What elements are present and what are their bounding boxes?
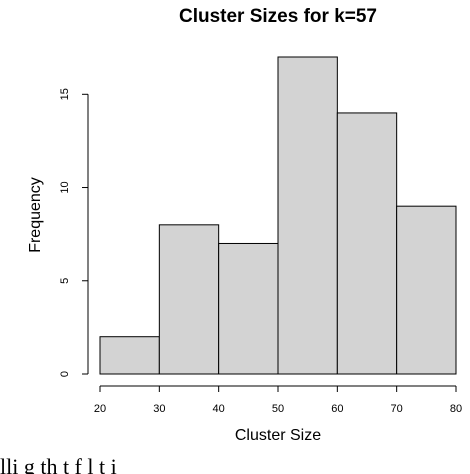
bar-40-50	[218, 242, 279, 375]
y-tick-label: 10	[59, 181, 71, 193]
bar-60-70	[336, 112, 398, 375]
y-axis-label: Frequency	[27, 177, 44, 253]
x-axis: 20 30 40 50 60 70 80	[94, 385, 462, 415]
y-axis: 0 5 10 15	[59, 88, 89, 377]
x-tick-label: 80	[450, 403, 462, 415]
x-tick-label: 20	[94, 403, 106, 415]
bar-70-80	[396, 205, 457, 375]
y-tick-label: 5	[59, 278, 71, 284]
x-tick-label: 30	[153, 403, 165, 415]
caption-text: lli g th t f l t i	[0, 454, 117, 474]
x-tick-label: 60	[331, 403, 343, 415]
x-tick-label: 50	[272, 403, 284, 415]
x-tick-label: 40	[213, 403, 225, 415]
bar-30-40	[158, 224, 220, 375]
bar-20-30	[99, 336, 160, 375]
bars-group	[99, 56, 457, 375]
bar-50-60	[277, 56, 338, 375]
chart-title: Cluster Sizes for k=57	[179, 6, 377, 27]
x-axis-label: Cluster Size	[235, 427, 321, 444]
x-tick-label: 70	[391, 403, 403, 415]
y-tick-label: 15	[59, 88, 71, 100]
y-tick-label: 0	[59, 371, 71, 377]
histogram-chart: Cluster Sizes for k=57 20 30 40 50 60 70 80 0 5…	[27, 6, 462, 444]
